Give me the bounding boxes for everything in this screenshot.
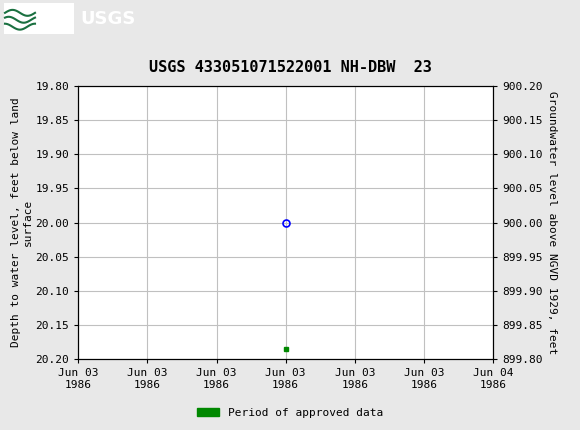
Y-axis label: Groundwater level above NGVD 1929, feet: Groundwater level above NGVD 1929, feet (547, 91, 557, 354)
Text: USGS 433051071522001 NH-DBW  23: USGS 433051071522001 NH-DBW 23 (148, 60, 432, 75)
Bar (4, 3, 74, 34)
Text: USGS: USGS (80, 10, 135, 28)
Legend: Period of approved data: Period of approved data (193, 403, 387, 422)
Y-axis label: Depth to water level, feet below land
surface: Depth to water level, feet below land su… (11, 98, 32, 347)
